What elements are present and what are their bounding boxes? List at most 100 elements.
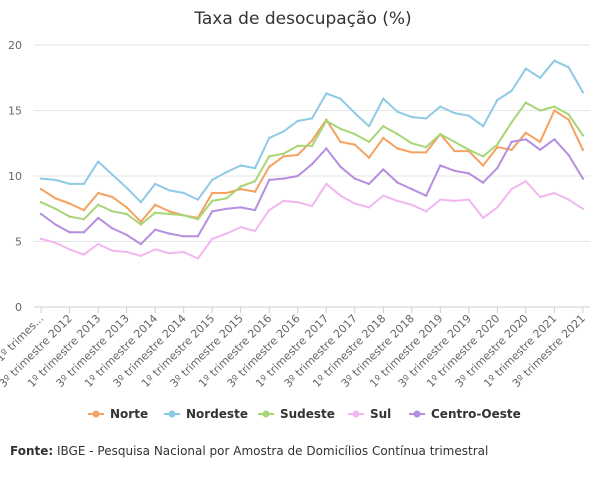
data-point[interactable]: [54, 241, 57, 244]
data-point[interactable]: [353, 202, 356, 205]
data-point[interactable]: [353, 132, 356, 136]
data-point[interactable]: [225, 170, 228, 174]
data-point[interactable]: [439, 198, 442, 201]
data-point[interactable]: [268, 136, 271, 140]
data-point[interactable]: [510, 121, 513, 124]
data-point[interactable]: [139, 242, 143, 246]
data-point[interactable]: [54, 207, 57, 210]
series-line[interactable]: [40, 180, 584, 260]
data-point[interactable]: [39, 212, 43, 216]
data-point[interactable]: [82, 253, 86, 256]
data-point[interactable]: [310, 144, 314, 148]
data-point[interactable]: [453, 199, 456, 203]
data-point[interactable]: [339, 97, 342, 100]
data-point[interactable]: [410, 203, 413, 206]
data-point[interactable]: [325, 182, 328, 186]
data-point[interactable]: [538, 76, 542, 80]
data-point[interactable]: [439, 105, 442, 108]
data-point[interactable]: [268, 208, 271, 212]
data-point[interactable]: [54, 197, 57, 200]
data-point[interactable]: [367, 206, 371, 209]
data-point[interactable]: [496, 146, 499, 149]
data-point[interactable]: [339, 140, 342, 144]
data-point[interactable]: [154, 211, 157, 214]
data-point[interactable]: [424, 151, 428, 154]
data-point[interactable]: [339, 194, 342, 197]
data-point[interactable]: [367, 156, 371, 159]
legend-item[interactable]: Sudeste: [258, 407, 335, 421]
data-point[interactable]: [168, 212, 171, 216]
data-point[interactable]: [168, 232, 171, 235]
data-point[interactable]: [538, 140, 542, 144]
data-point[interactable]: [567, 198, 570, 201]
data-point[interactable]: [396, 181, 399, 184]
data-point[interactable]: [182, 250, 185, 254]
data-point[interactable]: [296, 174, 299, 178]
data-point[interactable]: [225, 232, 228, 235]
data-point[interactable]: [111, 210, 114, 213]
data-point[interactable]: [353, 177, 356, 180]
data-point[interactable]: [282, 152, 285, 155]
data-point[interactable]: [239, 187, 242, 191]
data-point[interactable]: [68, 182, 71, 186]
data-point[interactable]: [510, 187, 513, 191]
data-point[interactable]: [524, 138, 527, 141]
data-point[interactable]: [467, 172, 470, 175]
data-point[interactable]: [467, 148, 470, 151]
data-point[interactable]: [481, 125, 485, 128]
data-point[interactable]: [111, 173, 114, 176]
data-point[interactable]: [97, 216, 100, 220]
data-point[interactable]: [268, 155, 271, 158]
legend-item[interactable]: Centro-Oeste: [409, 407, 521, 421]
data-point[interactable]: [111, 249, 114, 252]
data-point[interactable]: [424, 117, 428, 120]
data-point[interactable]: [211, 191, 214, 195]
data-point[interactable]: [339, 127, 342, 130]
data-point[interactable]: [496, 206, 499, 209]
data-point[interactable]: [68, 215, 71, 218]
legend-item[interactable]: Nordeste: [164, 407, 248, 421]
data-point[interactable]: [396, 147, 399, 150]
data-point[interactable]: [424, 210, 428, 213]
data-point[interactable]: [524, 180, 527, 183]
data-point[interactable]: [439, 132, 442, 136]
data-point[interactable]: [296, 144, 299, 148]
data-point[interactable]: [581, 207, 585, 210]
data-point[interactable]: [268, 178, 271, 182]
data-point[interactable]: [581, 134, 585, 137]
data-point[interactable]: [467, 114, 470, 117]
data-point[interactable]: [125, 186, 128, 189]
data-point[interactable]: [82, 218, 86, 221]
data-point[interactable]: [211, 237, 214, 241]
data-point[interactable]: [239, 185, 242, 188]
data-point[interactable]: [367, 125, 371, 128]
data-point[interactable]: [567, 113, 570, 116]
series-line[interactable]: [40, 59, 584, 204]
data-point[interactable]: [168, 252, 171, 255]
data-point[interactable]: [39, 177, 43, 180]
data-point[interactable]: [524, 101, 527, 104]
data-point[interactable]: [496, 98, 499, 102]
data-point[interactable]: [410, 187, 413, 191]
data-point[interactable]: [239, 225, 242, 229]
data-point[interactable]: [68, 202, 71, 205]
data-point[interactable]: [496, 143, 499, 146]
legend-item[interactable]: Norte: [88, 407, 148, 421]
data-point[interactable]: [439, 164, 442, 167]
data-point[interactable]: [282, 199, 285, 203]
data-point[interactable]: [382, 125, 385, 128]
data-point[interactable]: [396, 110, 399, 114]
data-point[interactable]: [196, 235, 200, 238]
data-point[interactable]: [139, 220, 143, 223]
data-point[interactable]: [310, 204, 314, 208]
data-point[interactable]: [211, 210, 214, 213]
data-point[interactable]: [68, 231, 71, 234]
data-point[interactable]: [538, 195, 542, 199]
data-point[interactable]: [82, 231, 86, 234]
data-point[interactable]: [538, 148, 542, 151]
data-point[interactable]: [481, 181, 485, 184]
data-point[interactable]: [424, 194, 428, 197]
data-point[interactable]: [396, 199, 399, 203]
data-point[interactable]: [382, 136, 385, 140]
data-point[interactable]: [353, 143, 356, 146]
